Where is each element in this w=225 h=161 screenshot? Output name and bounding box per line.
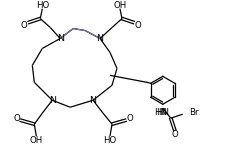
Text: N: N xyxy=(49,96,56,105)
Text: N: N xyxy=(90,96,97,105)
Text: HN: HN xyxy=(154,108,167,117)
Text: O: O xyxy=(13,114,20,123)
Text: O: O xyxy=(135,21,141,30)
Text: O: O xyxy=(126,114,133,123)
Text: OH: OH xyxy=(113,1,127,10)
Text: HN: HN xyxy=(156,108,169,117)
Text: O: O xyxy=(171,130,178,139)
Text: OH: OH xyxy=(30,136,43,145)
Text: N: N xyxy=(97,34,104,43)
Text: HO: HO xyxy=(103,136,117,145)
Text: HO: HO xyxy=(36,1,49,10)
Text: N: N xyxy=(57,34,64,43)
Text: O: O xyxy=(21,21,28,30)
Text: Br: Br xyxy=(189,108,198,117)
